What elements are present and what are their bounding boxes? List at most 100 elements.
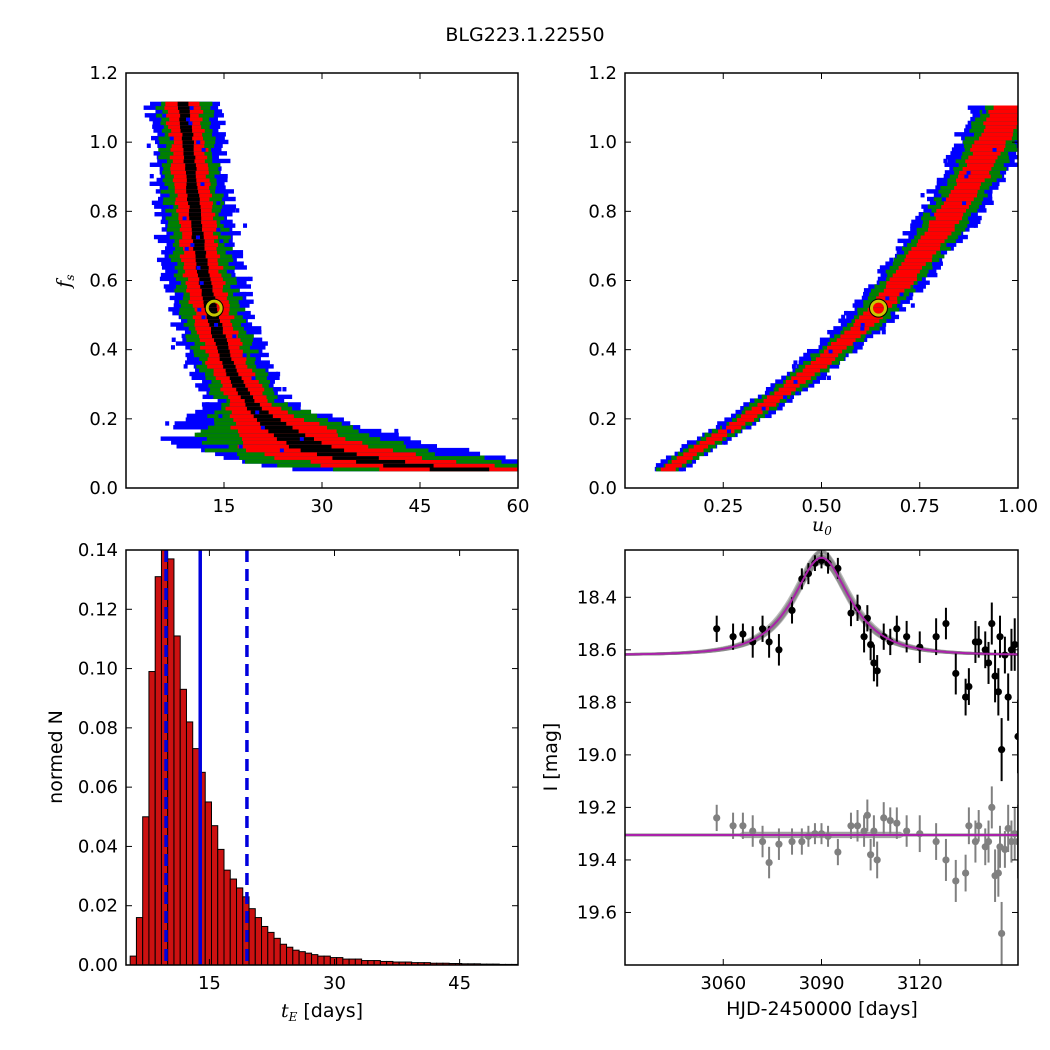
contour-cell-2sigma [757, 402, 777, 407]
contour-cell-1sigma [226, 371, 239, 377]
primary-data-point [847, 609, 855, 617]
histogram-bar [279, 943, 288, 966]
y-tick-label: 0.6 [588, 271, 617, 292]
contour-cell-1sigma [244, 398, 255, 403]
contour-speckle [1009, 151, 1014, 156]
contour-speckle [162, 158, 167, 164]
secondary-data-point [758, 837, 767, 846]
contour-cell-1sigma [245, 402, 260, 407]
secondary-data-point [788, 837, 796, 846]
contour-cell-2sigma [844, 329, 867, 335]
x-tick-label: 15 [198, 973, 221, 994]
contour-speckle [203, 406, 208, 411]
contour-speckle [726, 428, 731, 434]
contour-cell-2sigma [962, 166, 992, 171]
contour-cell-2sigma [783, 383, 800, 388]
histogram-bar [129, 955, 137, 966]
y-tick-label: 0.14 [78, 540, 118, 561]
histogram-bar [267, 931, 275, 966]
contour-speckle [722, 425, 727, 430]
contour-speckle [251, 375, 256, 381]
y-tick-label: 18.8 [577, 692, 617, 713]
contour-cell-1sigma [214, 337, 227, 342]
primary-data-point [788, 606, 796, 615]
contour-speckle [394, 428, 399, 434]
secondary-data-point [962, 869, 970, 877]
contour-cell-2sigma [929, 219, 960, 225]
secondary-data-point [942, 856, 950, 864]
contour-cell-2sigma [676, 455, 693, 460]
histogram-bar [167, 558, 175, 966]
contour-cell-2sigma [831, 341, 853, 346]
axis-ticks: 15 30 45 0.00 0.02 0.04 0.06 0.08 0.10 0.12 0.14 [78, 540, 518, 994]
contour-speckle [992, 147, 997, 152]
contour-cell-1sigma [219, 352, 231, 358]
y-tick-label: 1.2 [588, 63, 617, 84]
contour-cell-1sigma [429, 466, 490, 472]
contour-speckle [207, 394, 212, 400]
contour-cell-1sigma [225, 367, 237, 373]
secondary-data-point [860, 827, 868, 835]
contour-cell-2sigma [711, 432, 728, 438]
contour-speckle [219, 238, 224, 244]
contour-area [143, 101, 519, 472]
contour-cell-2sigma [988, 109, 1018, 114]
contour-speckle [169, 204, 174, 209]
contour-cell-1sigma [240, 394, 254, 400]
contour-speckle [195, 234, 200, 240]
contour-speckle [183, 364, 188, 369]
contour-speckle [255, 409, 260, 415]
contour-cell-1sigma [196, 269, 209, 274]
contour-speckle [984, 189, 989, 194]
x-tick-label: 45 [409, 496, 432, 517]
contour-speckle [982, 109, 987, 114]
contour-cell-1sigma [201, 288, 213, 293]
contour-cell-1sigma [183, 151, 194, 156]
contour-cell-1sigma [286, 440, 322, 445]
contour-cell-1sigma [260, 421, 287, 426]
contour-speckle [930, 212, 935, 217]
contour-cell-1sigma [191, 227, 202, 232]
contour-cell-1sigma [246, 406, 262, 411]
contour-speckle [885, 295, 890, 301]
contour-cell-1sigma [186, 189, 199, 194]
contour-speckle [847, 318, 852, 323]
contour-cell-1sigma [195, 253, 206, 259]
contour-cell-1sigma [206, 310, 220, 316]
model-sample-curve [625, 560, 1018, 656]
contour-speckle [238, 444, 243, 449]
contour-cell-2sigma [718, 428, 735, 434]
secondary-data-point [867, 851, 875, 859]
contour-cell-1sigma [185, 166, 197, 171]
y-tick-label: 19.0 [577, 745, 617, 766]
y-tick-label: 1.2 [89, 63, 118, 84]
primary-data-point [893, 625, 901, 633]
contour-cell-1sigma [182, 139, 194, 145]
contour-cell-2sigma [665, 463, 682, 468]
primary-data-point [994, 688, 1002, 696]
contour-speckle [218, 413, 223, 419]
contour-cell-1sigma [201, 291, 214, 297]
contour-cell-2sigma [970, 147, 1005, 152]
secondary-data-point [1014, 837, 1018, 846]
contour-speckle [973, 223, 978, 228]
histogram-bar [354, 958, 363, 966]
contour-speckle [920, 193, 925, 198]
x-axis-label: u0 [812, 514, 832, 538]
y-tick-label: 0.6 [89, 271, 118, 292]
contour-cell-2sigma [978, 135, 1012, 141]
contour-speckle [209, 124, 214, 129]
contour-speckle [841, 314, 846, 320]
secondary-data-point [749, 827, 757, 835]
histogram-bar [286, 946, 294, 966]
histogram-bar [142, 816, 150, 966]
contour-cell-2sigma [985, 124, 1017, 129]
contour-cell-2sigma [867, 307, 888, 312]
contour-cell-1sigma [181, 135, 193, 141]
contour-cell-1sigma [256, 417, 281, 422]
secondary-data-point [880, 814, 888, 822]
contour-cell-1sigma [229, 375, 242, 381]
y-axis-label: normed N [45, 710, 67, 804]
contour-cell-2sigma [936, 208, 966, 213]
secondary-data-point [1004, 824, 1012, 833]
